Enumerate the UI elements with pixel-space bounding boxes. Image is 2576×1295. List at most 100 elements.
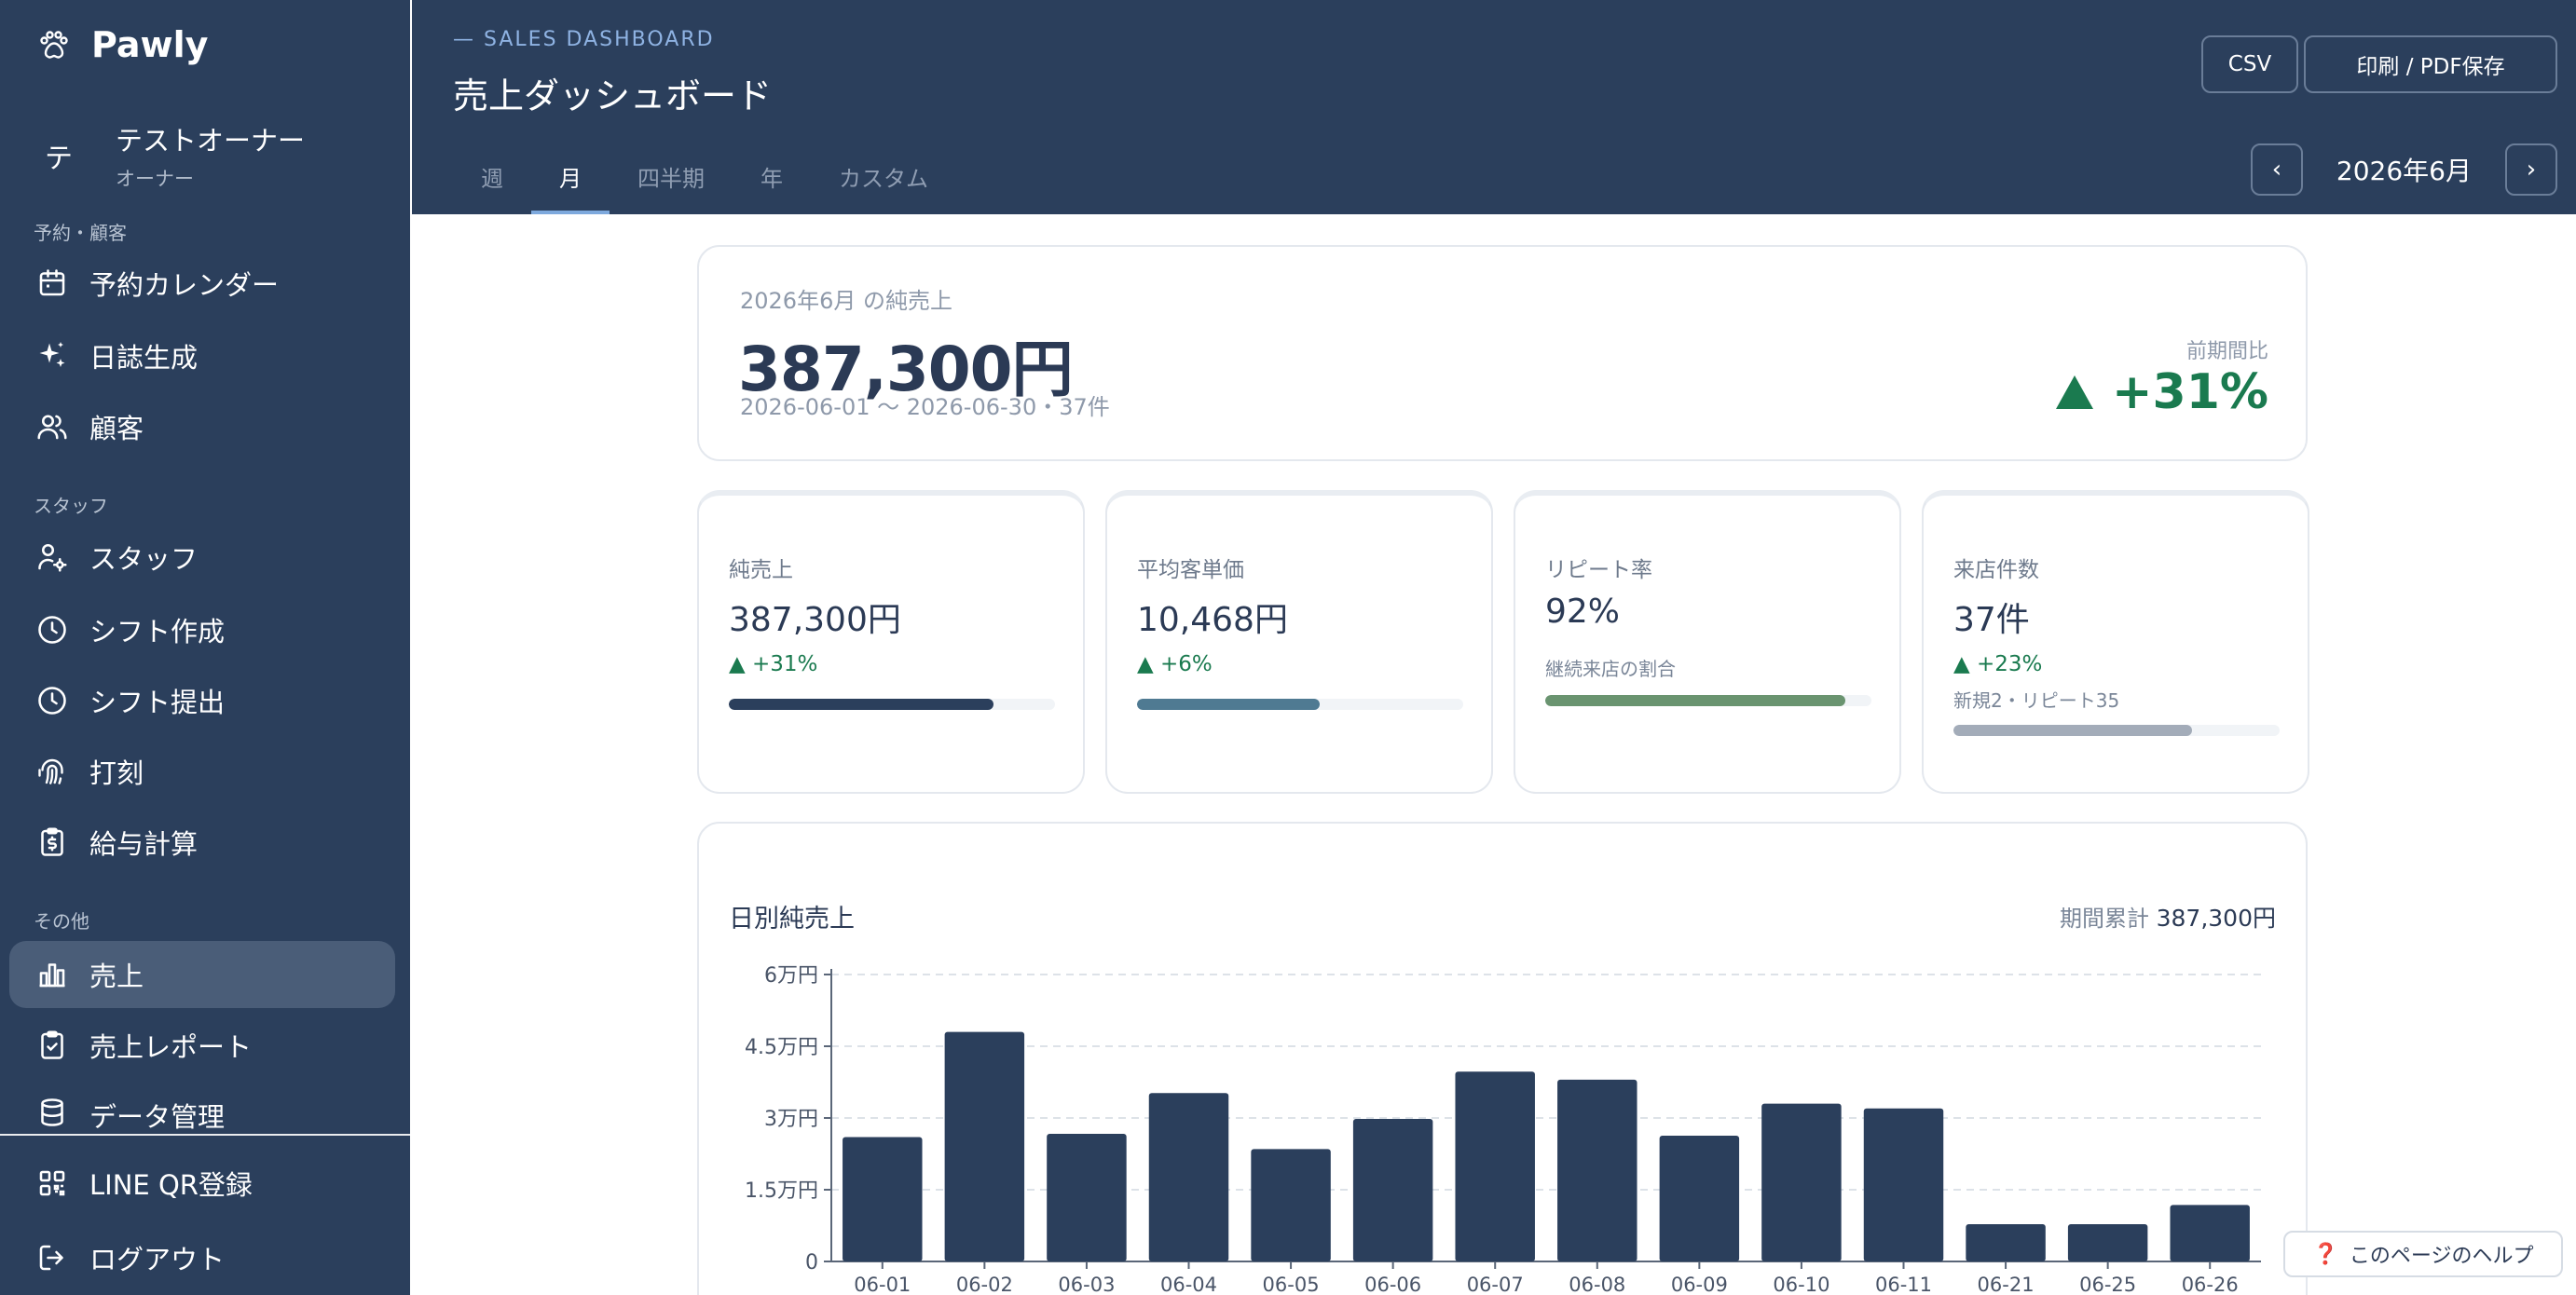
triangle-up-icon bbox=[2055, 375, 2093, 409]
sidebar-item-label: LINE QR登録 bbox=[89, 1169, 253, 1201]
next-period-button[interactable]: › bbox=[2505, 143, 2557, 196]
summary-range: 2026-06-01 〜 2026-06-30・37件 bbox=[740, 394, 1110, 420]
kpi-label: 平均客単価 bbox=[1137, 558, 1244, 582]
x-tick-label: 06-06 bbox=[1364, 1274, 1421, 1295]
kpi-progress-fill bbox=[1953, 725, 2192, 736]
sidebar-item-logout[interactable]: ログアウト bbox=[9, 1224, 395, 1291]
tab-month[interactable]: 月 bbox=[531, 149, 610, 214]
clipboard-dollar-icon bbox=[41, 827, 63, 856]
help-icon: ❓ bbox=[2312, 1242, 2338, 1266]
y-tick-label: 3万円 bbox=[764, 1108, 818, 1131]
sidebar-item-label: 予約カレンダー bbox=[89, 269, 280, 301]
sidebar-item-payroll[interactable]: 給与計算 bbox=[9, 809, 395, 876]
kpi-card-average-spend: 平均客単価 10,468円 ▲ +6% bbox=[1105, 490, 1493, 794]
tab-year[interactable]: 年 bbox=[760, 166, 783, 192]
page-help-button[interactable]: ❓ このページのヘルプ bbox=[2283, 1231, 2563, 1277]
x-tick-label: 06-10 bbox=[1773, 1274, 1829, 1295]
tab-quarter[interactable]: 四半期 bbox=[637, 166, 705, 192]
staff-gear-icon bbox=[38, 543, 67, 572]
section-label-other: その他 bbox=[34, 910, 89, 933]
kpi-value: 387,300円 bbox=[729, 601, 901, 639]
database-icon bbox=[41, 1098, 63, 1126]
avatar: テ bbox=[45, 143, 73, 175]
kpi-change: ▲ +6% bbox=[1137, 652, 1213, 676]
chart-bar bbox=[1659, 1135, 1740, 1261]
period-tabs: 週 月 四半期 年 カスタム bbox=[453, 149, 956, 214]
net-sales-summary-card: 2026年6月 の純売上 387,300円 2026-06-01 〜 2026-… bbox=[697, 245, 2308, 461]
section-label-staff: スタッフ bbox=[34, 495, 108, 517]
kpi-card-visits: 来店件数 37件 ▲ +23% 新規2・リピート35 bbox=[1922, 490, 2309, 794]
chart-title: 日別純売上 bbox=[729, 905, 855, 934]
daily-sales-chart-card: 日別純売上 期間累計 387,300円 0 1.5万円 3万円 4.5万円 6万円 06-… bbox=[697, 822, 2308, 1295]
x-tick-label: 06-26 bbox=[2182, 1274, 2239, 1295]
x-tick-label: 06-08 bbox=[1569, 1274, 1625, 1295]
brand-name: Pawly bbox=[91, 24, 209, 65]
kpi-value: 10,468円 bbox=[1137, 601, 1288, 639]
sidebar-item-data-management[interactable]: データ管理 bbox=[9, 1083, 395, 1135]
sidebar-item-label: データ管理 bbox=[89, 1101, 226, 1133]
x-tick-label: 06-01 bbox=[854, 1274, 911, 1295]
chart-bar bbox=[1047, 1133, 1127, 1261]
user-name: テストオーナー bbox=[116, 125, 306, 157]
sidebar-item-label: 売上レポート bbox=[89, 1031, 253, 1063]
x-tick-label: 06-25 bbox=[2079, 1274, 2136, 1295]
users-icon bbox=[37, 415, 67, 440]
summary-subtitle: 2026年6月 の純売上 bbox=[740, 288, 952, 314]
calendar-icon bbox=[39, 269, 65, 296]
fingerprint-icon bbox=[38, 758, 63, 784]
sidebar-item-journal[interactable]: 日誌生成 bbox=[9, 322, 395, 389]
sidebar-item-sales-report[interactable]: 売上レポート bbox=[9, 1012, 395, 1079]
logout-icon bbox=[39, 1245, 63, 1271]
summary-value: 387,300円 bbox=[738, 334, 1074, 405]
kpi-note: 継続来店の割合 bbox=[1545, 658, 1676, 680]
prev-period-button[interactable]: ‹ bbox=[2250, 143, 2303, 196]
user-profile[interactable]: テ テストオーナー オーナー bbox=[45, 119, 305, 192]
sidebar-item-label: シフト提出 bbox=[89, 687, 226, 718]
qr-code-icon bbox=[39, 1170, 65, 1196]
kpi-progress-fill bbox=[729, 699, 993, 710]
sidebar-item-shift-submit[interactable]: シフト提出 bbox=[9, 667, 395, 734]
tab-custom[interactable]: カスタム bbox=[839, 166, 928, 192]
x-tick-label: 06-11 bbox=[1875, 1274, 1932, 1295]
sidebar-item-label: 給与計算 bbox=[89, 828, 199, 860]
sidebar-item-label: 打刻 bbox=[89, 757, 144, 789]
sidebar-item-label: ログアウト bbox=[89, 1244, 226, 1275]
clock-icon bbox=[38, 687, 66, 715]
y-tick-label: 1.5万円 bbox=[745, 1179, 818, 1203]
sidebar-item-sales[interactable]: 売上 bbox=[9, 941, 395, 1008]
section-label-reservations: 予約・顧客 bbox=[34, 222, 127, 244]
kpi-progress-fill bbox=[1137, 699, 1320, 710]
sidebar-item-label: シフト作成 bbox=[89, 616, 226, 648]
tab-week[interactable]: 週 bbox=[481, 166, 503, 192]
kpi-label: 来店件数 bbox=[1953, 558, 2039, 582]
sidebar-item-shift-create[interactable]: シフト作成 bbox=[9, 596, 395, 663]
kpi-value: 37件 bbox=[1953, 601, 2030, 639]
brand[interactable]: Pawly bbox=[37, 24, 208, 65]
kpi-card-repeat-rate: リピート率 92% 継続来店の割合 bbox=[1514, 490, 1901, 794]
sidebar-item-line-qr[interactable]: LINE QR登録 bbox=[9, 1150, 395, 1217]
x-tick-label: 06-07 bbox=[1467, 1274, 1524, 1295]
chart-total-label: 期間累計 bbox=[2059, 906, 2149, 932]
chart-total-value: 387,300円 bbox=[2156, 905, 2276, 932]
y-tick-label: 4.5万円 bbox=[745, 1036, 818, 1059]
chart-bar bbox=[1455, 1071, 1535, 1261]
sidebar-item-reservation-calendar[interactable]: 予約カレンダー bbox=[9, 250, 395, 317]
sidebar-item-label: スタッフ bbox=[89, 543, 199, 575]
csv-button[interactable]: CSV bbox=[2201, 35, 2298, 93]
kpi-progress-fill bbox=[1545, 695, 1845, 706]
kpi-label: リピート率 bbox=[1545, 558, 1652, 582]
print-pdf-button[interactable]: 印刷 / PDF保存 bbox=[2304, 35, 2557, 93]
chart-bar bbox=[1352, 1119, 1433, 1261]
page-header: — SALES DASHBOARD 売上ダッシュボード CSV 印刷 / PDF… bbox=[412, 0, 2576, 214]
sidebar-item-label: 売上 bbox=[89, 961, 144, 992]
chart-bar bbox=[1251, 1149, 1331, 1261]
sidebar-item-time-clock[interactable]: 打刻 bbox=[9, 738, 395, 805]
sidebar-item-label: 顧客 bbox=[89, 413, 144, 444]
clipboard-check-icon bbox=[41, 1030, 63, 1059]
paw-icon bbox=[40, 31, 68, 59]
sidebar-item-customers[interactable]: 顧客 bbox=[9, 393, 395, 460]
sidebar-item-staff[interactable]: スタッフ bbox=[9, 524, 395, 591]
sidebar-divider bbox=[0, 1134, 410, 1136]
period-change: +31% bbox=[2054, 364, 2268, 420]
chart-bar bbox=[843, 1137, 923, 1261]
